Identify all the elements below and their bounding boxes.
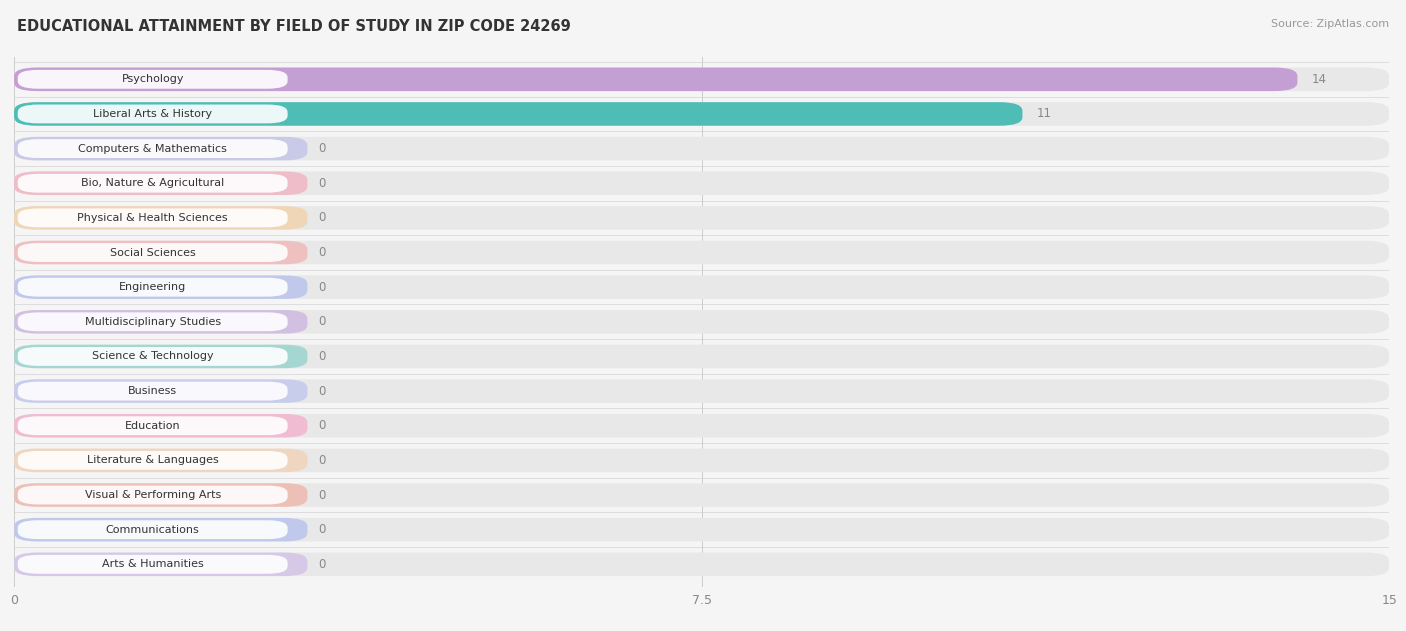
FancyBboxPatch shape (18, 278, 288, 297)
FancyBboxPatch shape (14, 553, 1389, 576)
FancyBboxPatch shape (14, 137, 1389, 160)
Text: 0: 0 (318, 385, 326, 398)
Text: EDUCATIONAL ATTAINMENT BY FIELD OF STUDY IN ZIP CODE 24269: EDUCATIONAL ATTAINMENT BY FIELD OF STUDY… (17, 19, 571, 34)
Text: Education: Education (125, 421, 180, 431)
FancyBboxPatch shape (14, 206, 308, 230)
Text: Business: Business (128, 386, 177, 396)
Text: 11: 11 (1036, 107, 1052, 121)
Text: Social Sciences: Social Sciences (110, 247, 195, 257)
Text: 0: 0 (318, 142, 326, 155)
FancyBboxPatch shape (14, 68, 1389, 91)
FancyBboxPatch shape (14, 275, 1389, 299)
Text: Communications: Communications (105, 524, 200, 534)
Text: 0: 0 (318, 558, 326, 571)
FancyBboxPatch shape (18, 243, 288, 262)
FancyBboxPatch shape (18, 520, 288, 539)
FancyBboxPatch shape (14, 414, 308, 437)
FancyBboxPatch shape (14, 241, 308, 264)
FancyBboxPatch shape (18, 416, 288, 435)
FancyBboxPatch shape (14, 102, 1389, 126)
Text: Arts & Humanities: Arts & Humanities (101, 559, 204, 569)
Text: Visual & Performing Arts: Visual & Performing Arts (84, 490, 221, 500)
FancyBboxPatch shape (18, 382, 288, 401)
Text: Computers & Mathematics: Computers & Mathematics (79, 144, 228, 153)
FancyBboxPatch shape (14, 172, 1389, 195)
FancyBboxPatch shape (18, 139, 288, 158)
FancyBboxPatch shape (14, 379, 1389, 403)
Text: 0: 0 (318, 246, 326, 259)
Text: 0: 0 (318, 454, 326, 467)
FancyBboxPatch shape (14, 518, 1389, 541)
FancyBboxPatch shape (14, 206, 1389, 230)
Text: 0: 0 (318, 419, 326, 432)
Text: Engineering: Engineering (120, 282, 186, 292)
Text: Liberal Arts & History: Liberal Arts & History (93, 109, 212, 119)
FancyBboxPatch shape (14, 172, 308, 195)
FancyBboxPatch shape (14, 483, 1389, 507)
Text: 14: 14 (1312, 73, 1326, 86)
FancyBboxPatch shape (14, 345, 308, 369)
Text: Psychology: Psychology (121, 74, 184, 85)
FancyBboxPatch shape (14, 553, 308, 576)
FancyBboxPatch shape (18, 70, 288, 89)
FancyBboxPatch shape (14, 102, 1022, 126)
FancyBboxPatch shape (14, 414, 1389, 437)
FancyBboxPatch shape (14, 241, 1389, 264)
Text: 0: 0 (318, 316, 326, 328)
FancyBboxPatch shape (18, 312, 288, 331)
Text: Literature & Languages: Literature & Languages (87, 456, 218, 466)
Text: 0: 0 (318, 177, 326, 190)
Text: 0: 0 (318, 350, 326, 363)
FancyBboxPatch shape (18, 451, 288, 470)
Text: Source: ZipAtlas.com: Source: ZipAtlas.com (1271, 19, 1389, 29)
FancyBboxPatch shape (14, 518, 308, 541)
FancyBboxPatch shape (18, 105, 288, 124)
FancyBboxPatch shape (14, 310, 1389, 334)
Text: 0: 0 (318, 281, 326, 293)
Text: Physical & Health Sciences: Physical & Health Sciences (77, 213, 228, 223)
Text: 0: 0 (318, 488, 326, 502)
Text: 0: 0 (318, 523, 326, 536)
FancyBboxPatch shape (18, 555, 288, 574)
FancyBboxPatch shape (14, 379, 308, 403)
Text: Multidisciplinary Studies: Multidisciplinary Studies (84, 317, 221, 327)
FancyBboxPatch shape (14, 449, 308, 472)
FancyBboxPatch shape (14, 310, 308, 334)
FancyBboxPatch shape (14, 345, 1389, 369)
FancyBboxPatch shape (18, 208, 288, 227)
FancyBboxPatch shape (18, 347, 288, 366)
Text: Bio, Nature & Agricultural: Bio, Nature & Agricultural (82, 178, 225, 188)
Text: 0: 0 (318, 211, 326, 225)
FancyBboxPatch shape (14, 275, 308, 299)
FancyBboxPatch shape (14, 483, 308, 507)
FancyBboxPatch shape (18, 486, 288, 504)
FancyBboxPatch shape (14, 137, 308, 160)
FancyBboxPatch shape (14, 68, 1298, 91)
FancyBboxPatch shape (18, 174, 288, 192)
FancyBboxPatch shape (14, 449, 1389, 472)
Text: Science & Technology: Science & Technology (91, 351, 214, 362)
